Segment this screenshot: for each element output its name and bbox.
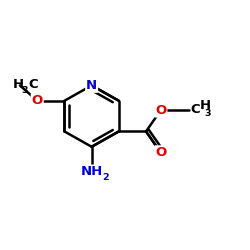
Text: 3: 3: [21, 86, 28, 96]
Text: H: H: [200, 99, 211, 112]
Text: N: N: [86, 79, 97, 92]
Text: 2: 2: [103, 173, 109, 182]
Text: O: O: [155, 104, 166, 117]
Text: 3: 3: [204, 109, 211, 118]
Text: O: O: [155, 146, 166, 159]
Text: NH: NH: [80, 166, 103, 178]
Text: H: H: [12, 78, 24, 91]
Text: C: C: [29, 78, 38, 91]
Text: C: C: [190, 103, 200, 116]
Text: O: O: [32, 94, 43, 107]
